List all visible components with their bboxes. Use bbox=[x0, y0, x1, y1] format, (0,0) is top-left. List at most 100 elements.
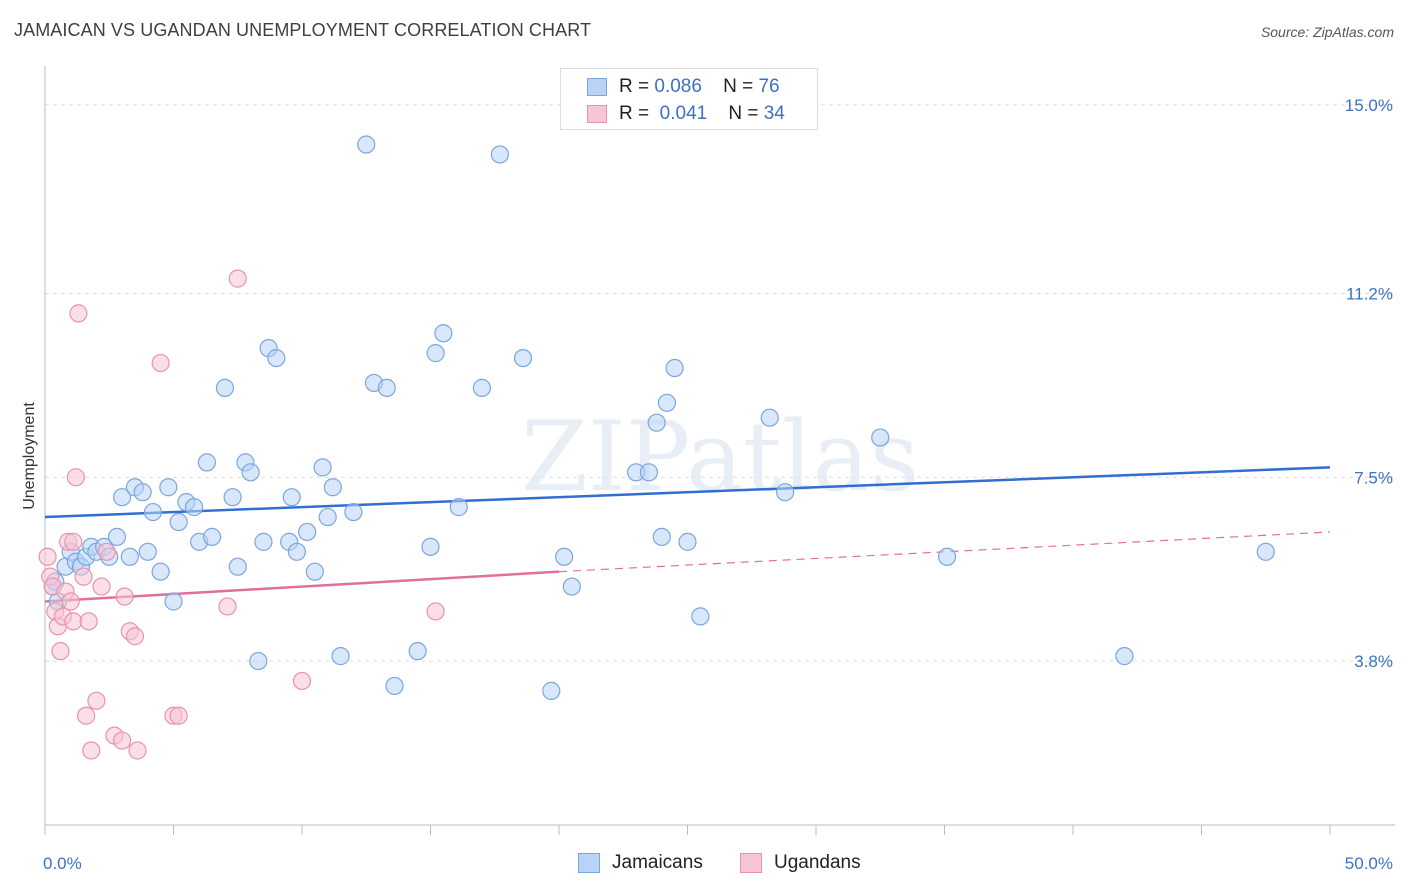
legend-box: R = 0.086 N = 76 R = 0.041 N = 34 bbox=[560, 68, 818, 130]
x-tick-labels: 0.0% 50.0% bbox=[43, 854, 1393, 873]
jamaican-point bbox=[241, 463, 260, 482]
jamaican-point bbox=[215, 378, 234, 397]
axes bbox=[44, 66, 1395, 835]
ugandan-point bbox=[151, 353, 170, 373]
jamaican-point bbox=[169, 512, 188, 532]
trend-line-jamaicans bbox=[44, 466, 1331, 519]
jamaican-point bbox=[164, 592, 183, 611]
bottom-legend-ugandans[interactable]: Ugandans bbox=[740, 852, 861, 874]
ugandan-point bbox=[77, 706, 96, 725]
ugandan-point bbox=[426, 602, 445, 621]
jamaican-point bbox=[665, 358, 684, 378]
source-label: Source: ZipAtlas.com bbox=[1260, 24, 1394, 40]
x-tick-label-min: 0.0% bbox=[43, 854, 82, 873]
jamaican-point bbox=[357, 135, 376, 154]
jamaican-point bbox=[562, 577, 581, 596]
legend-row-jamaicans: R = 0.086 N = 76 bbox=[587, 76, 780, 98]
ugandan-point bbox=[66, 468, 85, 487]
jamaican-point bbox=[138, 542, 157, 561]
data-points bbox=[38, 135, 1275, 760]
jamaican-point bbox=[184, 498, 204, 517]
jamaican-point bbox=[472, 378, 491, 397]
jamaican-point bbox=[228, 557, 247, 576]
legend-row-ugandans: R = 0.041 N = 34 bbox=[587, 103, 785, 125]
jamaican-point bbox=[639, 463, 659, 482]
grid-lines bbox=[45, 104, 1395, 662]
ugandan-point bbox=[228, 269, 247, 288]
ugandan-point bbox=[69, 304, 88, 323]
ugandan-point bbox=[38, 547, 57, 566]
jamaican-point bbox=[133, 483, 152, 502]
jamaican-point bbox=[434, 324, 453, 343]
ugandan-point bbox=[79, 612, 98, 631]
ugandan-point bbox=[125, 627, 145, 646]
jamaican-point bbox=[1256, 542, 1275, 561]
ugandan-point bbox=[97, 542, 116, 561]
jamaican-point bbox=[871, 428, 890, 447]
legend-n-label: N = bbox=[728, 103, 759, 124]
legend-n-label: N = bbox=[723, 76, 754, 97]
x-tick-label-max: 50.0% bbox=[1345, 854, 1393, 873]
trend-line-ugandans-extended bbox=[558, 531, 1331, 573]
ugandan-point bbox=[112, 731, 132, 750]
legend-swatch-jamaicans bbox=[587, 78, 607, 96]
y-tick-label: 11.2% bbox=[1346, 285, 1393, 304]
ugandan-point bbox=[74, 567, 93, 586]
legend-swatch-ugandans bbox=[587, 105, 607, 123]
jamaican-point bbox=[449, 498, 468, 517]
jamaican-point bbox=[151, 562, 170, 581]
jamaican-point bbox=[249, 651, 268, 671]
jamaican-point bbox=[159, 478, 178, 497]
jamaican-point bbox=[305, 562, 324, 581]
legend-n-value-jamaicans: 76 bbox=[758, 76, 780, 97]
jamaican-point bbox=[408, 642, 427, 661]
y-tick-label: 15.0% bbox=[1345, 96, 1393, 115]
jamaican-point bbox=[323, 478, 342, 497]
jamaican-point bbox=[282, 488, 301, 507]
jamaican-point bbox=[490, 145, 509, 164]
chart-title: JAMAICAN VS UGANDAN UNEMPLOYMENT CORRELA… bbox=[14, 20, 592, 40]
ugandan-point bbox=[64, 612, 83, 631]
jamaican-point bbox=[513, 348, 533, 368]
legend-r-value-ugandans: 0.041 bbox=[659, 103, 708, 124]
jamaican-point bbox=[657, 393, 677, 412]
jamaican-point bbox=[678, 532, 697, 551]
jamaican-point bbox=[344, 502, 363, 522]
jamaican-point bbox=[377, 378, 396, 397]
bottom-legend-jamaicans[interactable]: Jamaicans bbox=[578, 852, 703, 874]
ugandan-point bbox=[292, 671, 312, 691]
bottom-legend: Jamaicans Ugandans bbox=[0, 852, 1406, 878]
watermark: ZIPatlas bbox=[521, 401, 919, 513]
jamaican-point bbox=[143, 502, 163, 522]
bottom-legend-swatch-jamaicans bbox=[578, 853, 600, 873]
ugandan-point bbox=[218, 597, 237, 616]
ugandan-point bbox=[169, 706, 188, 725]
ugandan-point bbox=[115, 587, 134, 606]
ugandan-point bbox=[82, 741, 101, 760]
ugandan-point bbox=[87, 691, 106, 710]
bottom-legend-label-jamaicans: Jamaicans bbox=[612, 852, 703, 873]
jamaican-point bbox=[426, 344, 445, 363]
ugandan-point bbox=[61, 592, 80, 611]
jamaican-point bbox=[107, 527, 127, 547]
legend-r-label: R = bbox=[619, 103, 650, 124]
jamaican-point bbox=[652, 527, 671, 547]
jamaican-point bbox=[197, 453, 217, 472]
jamaican-point bbox=[298, 522, 317, 542]
legend-r-label: R = bbox=[619, 76, 650, 97]
jamaican-point bbox=[647, 413, 666, 432]
jamaican-point bbox=[267, 348, 286, 368]
jamaican-point bbox=[223, 488, 242, 507]
jamaican-point bbox=[202, 527, 222, 547]
bottom-legend-swatch-ugandans bbox=[740, 853, 762, 873]
ugandan-point bbox=[64, 532, 83, 551]
jamaican-point bbox=[937, 547, 957, 566]
jamaican-point bbox=[385, 676, 404, 696]
y-axis-label: Unemployment bbox=[21, 402, 38, 510]
legend-r-value-jamaicans: 0.086 bbox=[654, 76, 702, 97]
jamaican-point bbox=[313, 458, 332, 477]
jamaican-point bbox=[555, 547, 574, 566]
jamaican-point bbox=[112, 488, 132, 507]
y-tick-labels: 3.8% 7.5% 11.2% 15.0% bbox=[1345, 96, 1393, 671]
